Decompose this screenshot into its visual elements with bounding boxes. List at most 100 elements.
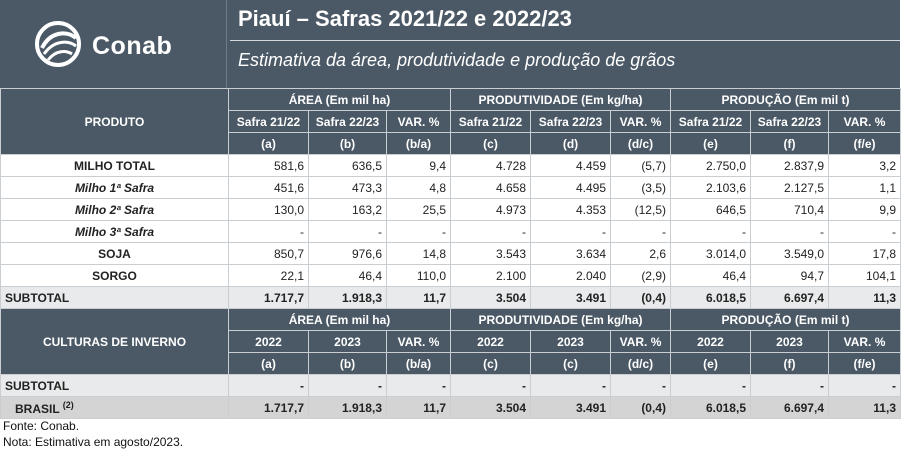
value-cell: 6.697,4 [750, 396, 829, 419]
value-cell: 636,5 [308, 154, 387, 177]
value-cell: 2.837,9 [750, 154, 829, 177]
value-cell: 6.697,4 [750, 286, 829, 309]
value-cell: - [228, 374, 309, 397]
value-cell: 94,7 [750, 264, 829, 287]
value-cell: 710,4 [750, 198, 829, 221]
value-cell: 4.459 [530, 154, 611, 177]
value-cell: 1.918,3 [308, 396, 387, 419]
value-cell: - [530, 220, 611, 243]
value-cell: 4.728 [450, 154, 531, 177]
value-cell: 646,5 [670, 198, 751, 221]
value-cell: 11,3 [828, 286, 901, 309]
product-name: MILHO TOTAL [0, 154, 229, 177]
value-cell: - [530, 374, 611, 397]
table2-group-header: CULTURAS DE INVERNO ÁREA (Em mil ha) PRO… [0, 308, 901, 375]
subheader-cell: VAR. % [610, 330, 671, 353]
header-divider [226, 0, 227, 88]
value-cell: 9,9 [828, 198, 901, 221]
brasil-footnote-ref: (2) [62, 399, 74, 410]
product-name: Milho 2ª Safra [0, 198, 229, 221]
subheader-cell: VAR. % [386, 330, 451, 353]
winter-crops-header: CULTURAS DE INVERNO [0, 308, 229, 375]
value-cell: - [610, 374, 671, 397]
subheader-cell: VAR. % [610, 110, 671, 133]
page-title: Piauí – Safras 2021/22 e 2022/23 [238, 6, 572, 31]
value-cell: 3.504 [450, 286, 531, 309]
table1-group-header: PRODUTO ÁREA (Em mil ha) PRODUTIVIDADE (… [0, 88, 901, 155]
footer-source: Fonte: Conab. [3, 419, 80, 433]
table-row: MILHO TOTAL 581,6 636,5 9,4 4.728 4.459 … [0, 154, 901, 177]
value-cell: 25,5 [386, 198, 451, 221]
subheader-cell: VAR. % [828, 110, 901, 133]
value-cell: 2.750,0 [670, 154, 751, 177]
value-cell: 3.543 [450, 242, 531, 265]
value-cell: 4.353 [530, 198, 611, 221]
value-cell: 473,3 [308, 176, 387, 199]
table-row: SORGO 22,1 46,4 110,0 2.100 2.040 (2,9) … [0, 264, 901, 287]
table-row: Milho 2ª Safra 130,0 163,2 25,5 4.973 4.… [0, 198, 901, 221]
value-cell: 1,1 [828, 176, 901, 199]
group-header-area: ÁREA (Em mil ha) [228, 88, 451, 111]
value-cell: 3.634 [530, 242, 611, 265]
code-cell: (f/e) [828, 352, 901, 375]
table1-code-row: (a) (b) (b/a) (c) (d) (d/c) (e) (f) (f/e… [1, 132, 901, 155]
value-cell: 46,4 [308, 264, 387, 287]
product-name: Milho 3ª Safra [0, 220, 229, 243]
subheader-cell: 2023 [308, 330, 387, 353]
value-cell: 4.973 [450, 198, 531, 221]
table-row: Milho 1ª Safra 451,6 473,3 4,8 4.658 4.4… [0, 176, 901, 199]
page-subtitle: Estimativa da área, produtividade e prod… [238, 50, 676, 70]
value-cell: (2,9) [610, 264, 671, 287]
code-cell: (b) [308, 132, 387, 155]
code-cell: (d/c) [610, 132, 671, 155]
group-header-production: PRODUÇÃO (Em mil t) [670, 88, 901, 111]
subheader-cell: Safra 22/23 [308, 110, 387, 133]
value-cell: 11,7 [386, 396, 451, 419]
value-cell: 2.127,5 [750, 176, 829, 199]
subheader-cell: VAR. % [386, 110, 451, 133]
value-cell: - [828, 374, 901, 397]
code-cell: (a) [228, 352, 309, 375]
value-cell: 3.014,0 [670, 242, 751, 265]
value-cell: - [308, 220, 387, 243]
value-cell: - [750, 220, 829, 243]
value-cell: 6.018,5 [670, 286, 751, 309]
group-header-productivity: PRODUTIVIDADE (Em kg/ha) [450, 308, 671, 331]
subheader-cell: 2022 [228, 330, 309, 353]
value-cell: 130,0 [228, 198, 309, 221]
table-row: Milho 3ª Safra - - - - - - - - - [0, 220, 901, 243]
value-cell: 1.717,7 [228, 286, 309, 309]
value-cell: 46,4 [670, 264, 751, 287]
subheader-cell: Safra 21/22 [228, 110, 309, 133]
value-cell: 110,0 [386, 264, 451, 287]
logo-text: Conab [92, 32, 173, 60]
subheader-cell: VAR. % [828, 330, 901, 353]
product-name: SORGO [0, 264, 229, 287]
value-cell: - [750, 374, 829, 397]
conab-logo-icon [35, 21, 81, 67]
code-cell: (e) [670, 132, 751, 155]
value-cell: 22,1 [228, 264, 309, 287]
code-cell: (c) [450, 132, 531, 155]
value-cell: - [670, 220, 751, 243]
brasil-row: BRASIL (2) 1.717,7 1.918,3 11,7 3.504 3.… [0, 396, 901, 419]
value-cell: 17,8 [828, 242, 901, 265]
value-cell: - [386, 374, 451, 397]
value-cell: 2,6 [610, 242, 671, 265]
value-cell: - [610, 220, 671, 243]
subheader-cell: Safra 21/22 [450, 110, 531, 133]
product-name: SOJA [0, 242, 229, 265]
subheader-cell: 2023 [750, 330, 829, 353]
value-cell: - [670, 374, 751, 397]
value-cell: 3.491 [530, 286, 611, 309]
value-cell: - [308, 374, 387, 397]
code-cell: (f/e) [828, 132, 901, 155]
value-cell: 451,6 [228, 176, 309, 199]
value-cell: 9,4 [386, 154, 451, 177]
subheader-cell: Safra 22/23 [530, 110, 611, 133]
table2-code-row: (a) (b) (b/a) (c) (c) (d/c) (e) (f) (f/e… [1, 352, 901, 375]
code-cell: (f) [750, 132, 829, 155]
group-header-area: ÁREA (Em mil ha) [228, 308, 451, 331]
subheader-cell: 2022 [670, 330, 751, 353]
value-cell: 11,3 [828, 396, 901, 419]
